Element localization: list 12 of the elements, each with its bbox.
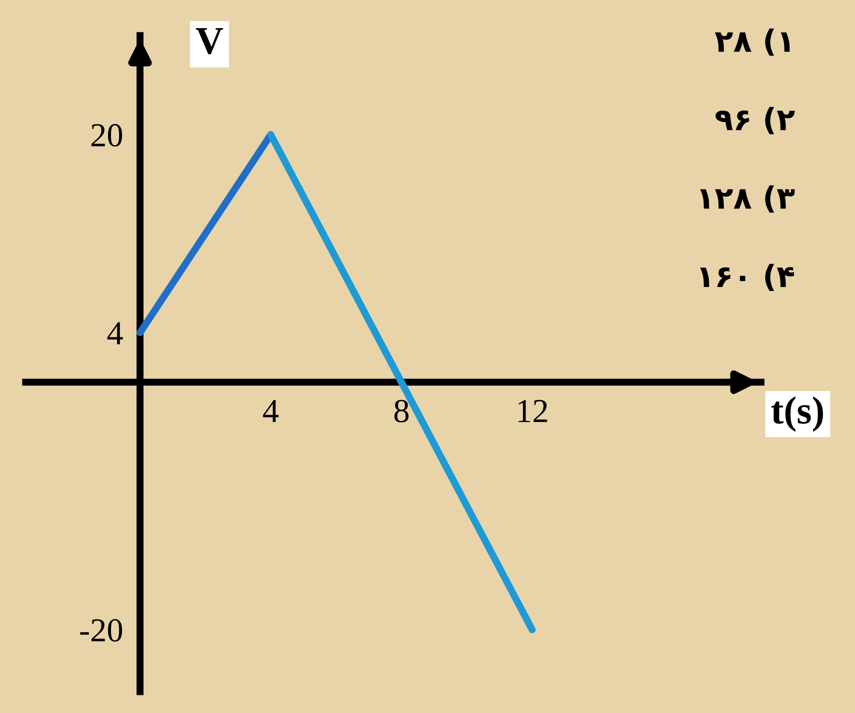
y-tick-label: -20 — [80, 619, 122, 642]
x-tick-label: 12 — [518, 400, 548, 422]
x-tick-label: 8 — [394, 400, 409, 422]
y-axis-title: V — [196, 28, 224, 54]
annotation: ۹۶ (۲ — [716, 106, 795, 134]
x-tick-label: 4 — [263, 400, 279, 422]
y-tick-label: 20 — [91, 124, 122, 147]
x-axis-title: t(s) — [771, 396, 823, 432]
annotation: ۱۲۸ (۳ — [700, 185, 795, 213]
y-tick-label: 4 — [107, 322, 123, 344]
annotation: ۲۸ (۱ — [714, 28, 790, 56]
annotation: ۱۶۰ (۴ — [700, 264, 794, 292]
